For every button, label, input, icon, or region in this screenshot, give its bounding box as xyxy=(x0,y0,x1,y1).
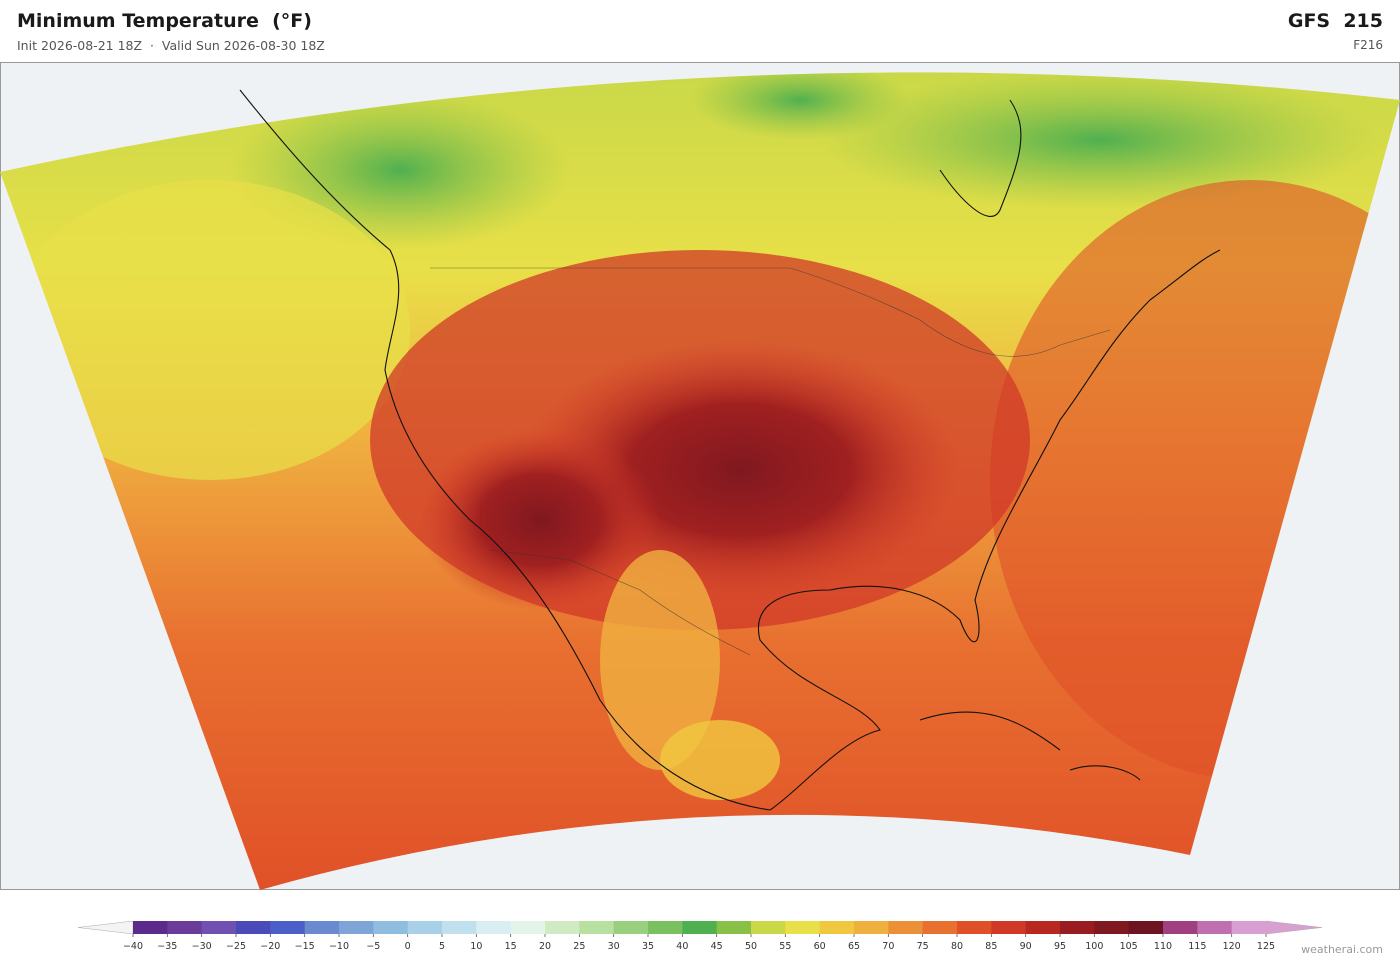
colorbar-tick-label: 60 xyxy=(814,941,826,952)
colorbar-swatch xyxy=(407,921,443,934)
colorbar-swatch xyxy=(1094,921,1130,934)
colorbar-tick-label: 5 xyxy=(439,941,445,952)
colorbar-tick-label: 125 xyxy=(1257,941,1275,952)
colorbar-swatch xyxy=(167,921,203,934)
colorbar-tick-label: 120 xyxy=(1223,941,1241,952)
credit: weatherai.com xyxy=(1301,943,1383,956)
colorbar-tick-label: −10 xyxy=(329,941,349,952)
colorbar-tick-label: 30 xyxy=(608,941,620,952)
colorbar-tick-label: 110 xyxy=(1154,941,1172,952)
colorbar-swatch xyxy=(1128,921,1164,934)
title: Minimum Temperature (°F) xyxy=(17,10,312,32)
colorbar-tick-label: 40 xyxy=(676,941,688,952)
temperature-field xyxy=(0,72,1400,890)
colorbar-tick-label: 10 xyxy=(470,941,482,952)
colorbar-tick-label: 25 xyxy=(573,941,585,952)
colorbar-tick-label: −20 xyxy=(260,941,280,952)
borders xyxy=(430,267,1111,656)
colorbar-swatch xyxy=(1231,921,1267,934)
colorbar-swatch xyxy=(339,921,374,934)
colorbar-tick-label: 70 xyxy=(882,941,894,952)
colorbar-swatch xyxy=(751,921,786,934)
colorbar-tick-label: 75 xyxy=(917,941,929,952)
colorbar-tick-label: 50 xyxy=(745,941,757,952)
subtitle: Init 2026-08-21 18Z · Valid Sun 2026-08-… xyxy=(17,38,325,53)
map xyxy=(0,62,1400,890)
colorbar-tick-label: 105 xyxy=(1120,941,1138,952)
colorbar-swatch xyxy=(682,921,718,934)
colorbar-tick-label: 45 xyxy=(711,941,723,952)
colorbar-swatch xyxy=(373,921,409,934)
colorbar-swatch xyxy=(785,921,821,934)
colorbar-swatch xyxy=(613,921,649,934)
colorbar-tick-label: −15 xyxy=(295,941,315,952)
colorbar-extend-low xyxy=(77,920,134,935)
colorbar-tick-label: 0 xyxy=(405,941,411,952)
colorbar-swatch xyxy=(716,921,752,934)
colorbar-swatch xyxy=(476,921,512,934)
colorbar-swatch xyxy=(510,921,546,934)
colorbar-tick-label: −25 xyxy=(226,941,246,952)
colorbar-swatch xyxy=(957,921,992,934)
coastlines xyxy=(239,89,1221,811)
colorbar-swatch xyxy=(1060,921,1095,934)
colorbar-tick-label: 20 xyxy=(539,941,551,952)
colorbar-tick-label: 80 xyxy=(951,941,963,952)
colorbar-swatch xyxy=(648,921,683,934)
colorbar-swatch xyxy=(819,921,855,934)
colorbar-extend-high xyxy=(1265,920,1323,935)
colorbar-tick-label: −35 xyxy=(157,941,177,952)
colorbar-swatch xyxy=(442,921,477,934)
colorbar-swatch xyxy=(201,921,237,934)
colorbar-swatch xyxy=(270,921,306,934)
colorbar-swatch xyxy=(888,921,924,934)
colorbar-tick-label: 95 xyxy=(1054,941,1066,952)
colorbar-tick-label: 90 xyxy=(1020,941,1032,952)
colorbar-tick-label: 100 xyxy=(1085,941,1103,952)
model-label: GFS 215 xyxy=(1288,10,1383,32)
colorbar-swatch xyxy=(1025,921,1061,934)
colorbar-swatch xyxy=(236,921,271,934)
colorbar-swatch xyxy=(991,921,1027,934)
colorbar-swatch xyxy=(545,921,580,934)
colorbar-tick-label: 65 xyxy=(848,941,860,952)
colorbar-tick-label: −30 xyxy=(192,941,212,952)
colorbar: −40 −35 −30 −25 −20 −15 −10 −5 0 5 10 15 20 25 30 35 40 4… xyxy=(77,920,1323,952)
colorbar-swatch xyxy=(922,921,958,934)
colorbar-tick-label: −40 xyxy=(123,941,143,952)
colorbar-tick-label: 55 xyxy=(779,941,791,952)
colorbar-tick-label: 35 xyxy=(642,941,654,952)
colorbar-tick-label: −5 xyxy=(366,941,380,952)
forecast-hour: F216 xyxy=(1353,38,1383,52)
colorbar-tick-label: 85 xyxy=(985,941,997,952)
colorbar-swatch xyxy=(854,921,889,934)
colorbar-swatch xyxy=(1197,921,1233,934)
colorbar-tick-label: 15 xyxy=(505,941,517,952)
colorbar-swatch xyxy=(304,921,340,934)
colorbar-swatch xyxy=(133,921,168,934)
colorbar-tick-label: 115 xyxy=(1188,941,1206,952)
colorbar-swatch xyxy=(1163,921,1198,934)
colorbar-swatch xyxy=(579,921,615,934)
